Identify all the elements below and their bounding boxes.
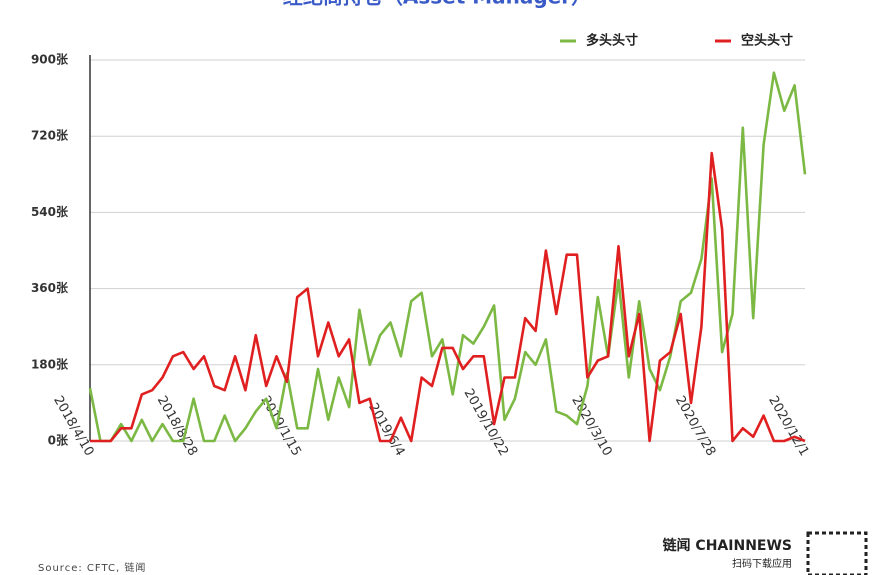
brand-sub: 扫码下载应用 [732,557,792,570]
y-tick-label: 0张 [48,433,69,448]
series-line [88,71,807,443]
chart-title: 经纪商持仓（Asset Manager） [283,0,591,9]
y-tick-label: 900张 [31,52,69,67]
x-tick-label: 2020/3/10 [568,394,614,459]
legend-label: 空头头寸 [741,33,793,49]
y-tick-label: 180张 [31,356,69,371]
x-tick-label: 2020/12/1 [765,394,811,459]
x-tick-label: 2020/7/28 [672,394,718,459]
qr-code [806,531,868,575]
series-line [90,151,806,443]
y-tick-label: 720张 [31,128,69,143]
source: Source: CFTC, 链闻 [38,561,146,574]
legend-label: 多头头寸 [586,33,638,49]
brand: 链闻 CHAINNEWS [663,537,792,554]
y-tick-label: 540张 [31,204,69,219]
y-tick-label: 360张 [31,280,69,295]
